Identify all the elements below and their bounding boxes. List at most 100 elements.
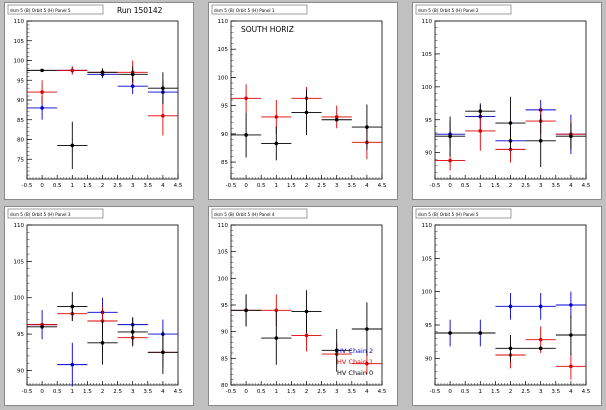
data-point[interactable] <box>100 341 105 345</box>
data-point[interactable] <box>448 158 452 163</box>
pad-title-box: dsm 5 (B) Orbit 5 (H) Panel 1 <box>211 4 308 15</box>
x-tick-label: 3 <box>131 389 135 395</box>
data-point[interactable] <box>478 129 483 133</box>
x-tick-label: 3 <box>131 183 135 189</box>
data-point[interactable] <box>538 346 543 351</box>
x-tick-label: 3 <box>335 183 339 189</box>
data-point[interactable] <box>161 350 165 355</box>
data-point[interactable] <box>40 106 44 110</box>
data-point[interactable] <box>274 115 279 119</box>
series-chain0 <box>231 290 382 372</box>
data-point[interactable] <box>448 331 452 335</box>
y-tick-label: 90 <box>221 132 228 138</box>
data-point[interactable] <box>304 309 309 314</box>
data-point[interactable] <box>130 72 135 77</box>
data-point[interactable] <box>70 362 75 367</box>
y-tick-label: 105 <box>218 47 229 53</box>
data-point[interactable] <box>365 125 369 129</box>
data-point[interactable] <box>70 68 75 73</box>
chart-svg: dsm 5 (B) Orbit 5 (H) Panel 5 -0.5 0 0.5 1 1.… <box>415 208 591 395</box>
y-tick-label: 95 <box>425 118 432 124</box>
chart-svg: dsm 5 (B) Orbit 5 (H) Panel 2 -0.5 0 0.5 1 1.… <box>415 4 591 189</box>
y-tick-label: 85 <box>221 160 228 166</box>
data-point[interactable] <box>70 304 75 309</box>
x-tick-label: 1.5 <box>491 183 500 189</box>
data-point[interactable] <box>304 110 309 115</box>
data-point[interactable] <box>274 308 279 313</box>
x-tick-label: 0 <box>448 389 452 395</box>
data-point[interactable] <box>538 337 543 342</box>
data-point[interactable] <box>508 121 513 125</box>
pad-title: dsm 5 (B) Orbit 5 (H) Panel 2 <box>418 8 479 13</box>
pad-5[interactable]: dsm 5 (B) Orbit 5 (H) Panel 4 -0.5 0 0.5 1 1.… <box>208 206 398 406</box>
data-point[interactable] <box>161 114 165 118</box>
data-point[interactable] <box>304 333 309 338</box>
data-point[interactable] <box>40 90 44 94</box>
data-point[interactable] <box>365 327 369 331</box>
x-tick-label: 2.5 <box>113 183 122 189</box>
data-point[interactable] <box>365 361 369 366</box>
pad-title: dsm 5 (B) Orbit 5 (H) Panel 5 <box>10 8 71 13</box>
data-point[interactable] <box>569 134 573 139</box>
data-point[interactable] <box>569 333 573 337</box>
pad-title-frame <box>7 208 104 219</box>
x-tick-label: 1.5 <box>491 389 500 395</box>
x-tick-label: 3.5 <box>347 183 356 189</box>
y-tick-label: 100 <box>14 296 25 302</box>
x-tick-label: 1 <box>479 389 483 395</box>
y-tick-label: 110 <box>14 19 25 25</box>
x-tick-label: 2.5 <box>521 389 530 395</box>
pad-1[interactable]: dsm 5 (B) Orbit 5 (H) Panel 5 -0.5 0 0.5 1 1.… <box>4 2 194 200</box>
data-point[interactable] <box>70 143 75 148</box>
x-tick-label: 4 <box>569 389 573 395</box>
data-point[interactable] <box>538 304 543 309</box>
pad-title-box: dsm 5 (B) Orbit 5 (H) Panel 5 <box>7 4 104 15</box>
x-tick-label: 2.5 <box>317 389 326 395</box>
y-tick-label: 100 <box>422 290 433 296</box>
x-tick-label: 0.5 <box>461 183 470 189</box>
x-tick-label: 3 <box>539 183 543 189</box>
data-point[interactable] <box>244 308 248 313</box>
data-point[interactable] <box>478 331 483 335</box>
data-point[interactable] <box>569 364 573 369</box>
data-point[interactable] <box>161 86 165 90</box>
pad-6[interactable]: dsm 5 (B) Orbit 5 (H) Panel 5 -0.5 0 0.5 1 1.… <box>412 206 602 406</box>
pad-title-frame <box>211 4 308 15</box>
data-point[interactable] <box>244 133 248 137</box>
x-tick-label: 0 <box>244 389 248 395</box>
y-tick-label: 90 <box>17 368 24 374</box>
y-tick-label: 80 <box>221 383 228 389</box>
data-point[interactable] <box>274 141 279 146</box>
data-point[interactable] <box>334 117 339 122</box>
pad-3[interactable]: dsm 5 (B) Orbit 5 (H) Panel 2 -0.5 0 0.5 1 1.… <box>412 2 602 200</box>
data-point[interactable] <box>334 115 339 119</box>
data-point[interactable] <box>448 134 452 139</box>
data-point[interactable] <box>100 70 105 75</box>
data-point[interactable] <box>569 303 573 307</box>
data-point[interactable] <box>130 330 135 334</box>
data-point[interactable] <box>274 336 279 340</box>
y-tick-label: 110 <box>218 223 229 229</box>
data-point[interactable] <box>40 325 44 329</box>
x-tick-label: 4 <box>569 183 573 189</box>
y-tick-label: 110 <box>14 223 25 229</box>
data-point[interactable] <box>130 84 135 88</box>
x-tick-label: 1.5 <box>83 183 92 189</box>
data-point[interactable] <box>40 68 44 73</box>
pad-2[interactable]: dsm 5 (B) Orbit 5 (H) Panel 1 -0.5 0 0.5 1 1.… <box>208 2 398 200</box>
data-point[interactable] <box>244 96 248 101</box>
x-tick-label: 0.5 <box>461 389 470 395</box>
pad-4[interactable]: dsm 5 (B) Orbit 5 (H) Panel 3 -0.5 0 0.5 1 1.… <box>4 206 194 406</box>
y-tick-label: 80 <box>17 138 24 144</box>
data-point[interactable] <box>538 139 543 143</box>
data-point[interactable] <box>508 304 513 309</box>
y-tick-label: 100 <box>218 276 229 282</box>
x-tick-label: 1 <box>275 183 279 189</box>
x-tick-label: 0.5 <box>257 183 266 189</box>
data-point[interactable] <box>334 348 339 353</box>
data-point[interactable] <box>478 109 483 113</box>
series-chain0 <box>435 96 586 168</box>
y-tick-label: 105 <box>422 52 433 58</box>
x-tick-label: 1 <box>275 389 279 395</box>
data-point[interactable] <box>508 346 513 351</box>
